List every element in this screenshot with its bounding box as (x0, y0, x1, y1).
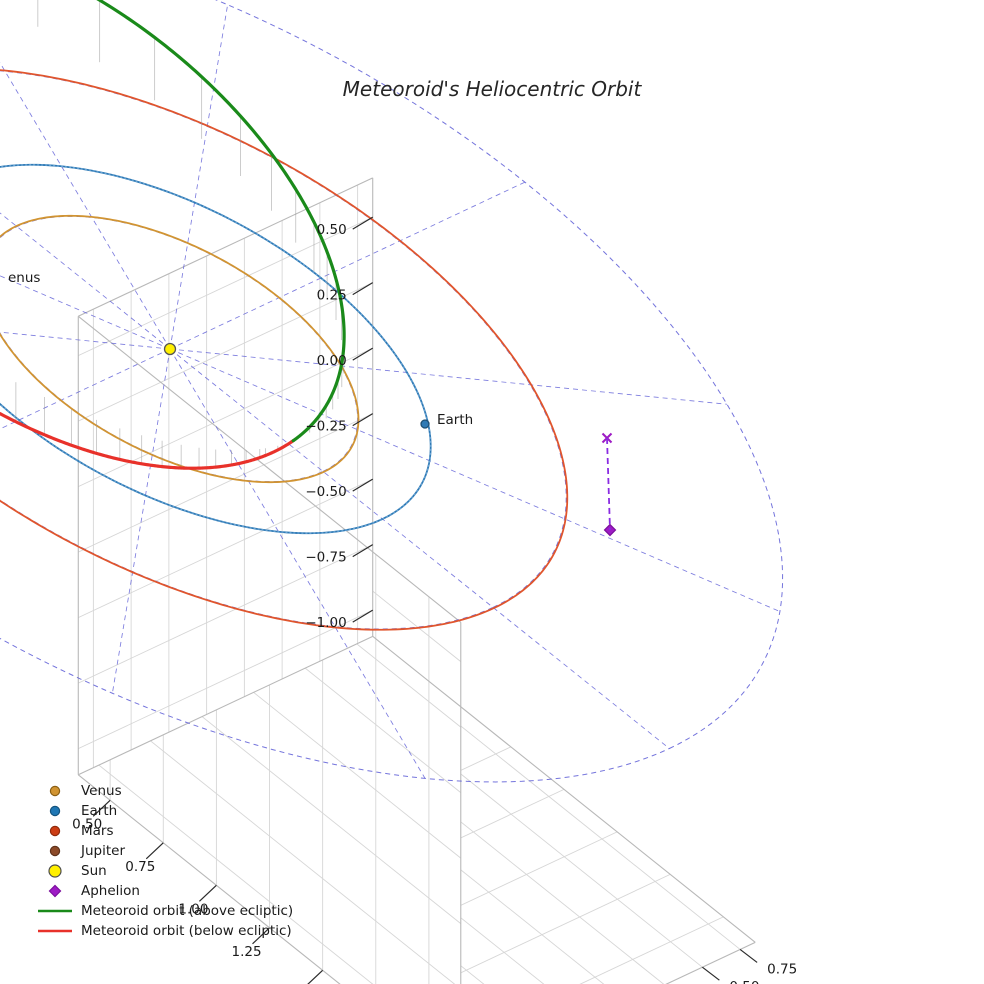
legend-item-meteoroid-orbit-below-ecliptic[interactable]: Meteoroid orbit (below ecliptic) (38, 923, 292, 939)
legend-marker-icon (49, 785, 61, 797)
xtick-0: 0.50 (72, 816, 102, 832)
legend-label: Meteoroid orbit (above ecliptic) (81, 903, 293, 919)
orbit-mars (0, 69, 569, 631)
ztick-0: 0.50 (317, 222, 347, 238)
legend-marker-icon (48, 884, 62, 898)
ztick-4: −0.50 (305, 484, 346, 500)
marker-sun (163, 342, 177, 356)
legend-marker-icon (49, 805, 61, 817)
marker-earth (420, 419, 430, 429)
legend-item-aphelion[interactable]: Aphelion (48, 883, 140, 899)
page-title: Meteoroid's Heliocentric Orbit (343, 77, 643, 101)
legend-label: Venus (81, 783, 122, 799)
ztick-3: −0.25 (305, 419, 346, 435)
ytick-1: 0.50 (729, 979, 759, 984)
legend-item-venus[interactable]: Venus (49, 783, 122, 799)
body-markers: Earth enus (8, 270, 617, 537)
ztick-5: −0.75 (305, 550, 346, 566)
legend-label: Jupiter (80, 843, 125, 859)
legend-marker-icon (48, 864, 62, 878)
legend-label: Meteoroid orbit (below ecliptic) (81, 923, 292, 939)
legend-label: Mars (81, 823, 114, 839)
axes-panes (77, 177, 756, 984)
ztick-1: 0.25 (317, 288, 347, 304)
ztick-6: −1.00 (305, 615, 346, 631)
legend-marker-icon (49, 825, 61, 837)
legend-label: Earth (81, 803, 117, 819)
legend-item-sun[interactable]: Sun (48, 863, 107, 879)
meteoroid-orbit (0, 0, 346, 470)
xtick-3: 1.25 (231, 944, 261, 960)
xtick-2: 1.00 (178, 901, 208, 917)
legend-label: Sun (81, 863, 107, 879)
legend-item-meteoroid-orbit-above-ecliptic[interactable]: Meteoroid orbit (above ecliptic) (38, 903, 293, 919)
annotation-earth: Earth (437, 412, 473, 428)
annotation-enus: enus (8, 270, 40, 286)
ytick-0: 0.75 (767, 961, 797, 977)
orbit-earth (0, 163, 432, 535)
legend: Venus Earth Mars Jupiter Sun Aphelion Meteoroi… (38, 783, 293, 939)
aphelion-connector (606, 437, 611, 531)
legend-item-mars[interactable]: Mars (49, 823, 114, 839)
xtick-1: 0.75 (125, 859, 155, 875)
legend-item-earth[interactable]: Earth (49, 803, 117, 819)
legend-marker-icon (49, 845, 61, 857)
ztick-2: 0.00 (317, 353, 347, 369)
legend-label: Aphelion (81, 883, 140, 899)
legend-item-jupiter[interactable]: Jupiter (49, 843, 125, 859)
axis-ticks: 0.500.751.001.251.501.752.000.750.500.25… (72, 216, 797, 984)
